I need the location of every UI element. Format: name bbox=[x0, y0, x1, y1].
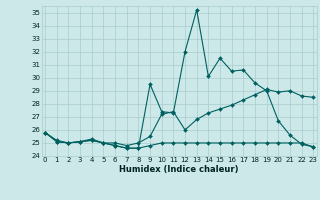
X-axis label: Humidex (Indice chaleur): Humidex (Indice chaleur) bbox=[119, 165, 239, 174]
